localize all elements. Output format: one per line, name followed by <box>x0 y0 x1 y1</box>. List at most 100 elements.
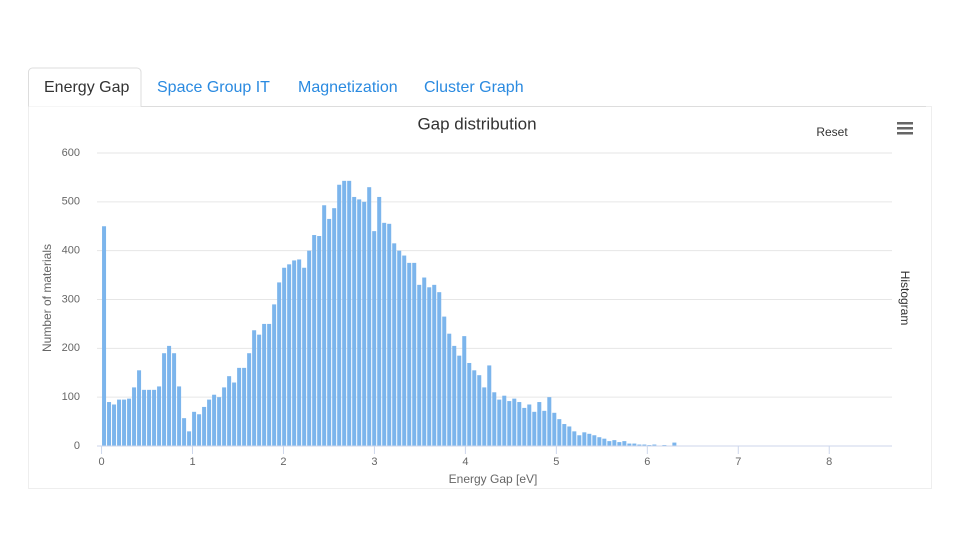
bar <box>327 219 331 446</box>
bar <box>477 375 481 446</box>
bar <box>367 187 371 446</box>
bar <box>127 399 131 446</box>
bar <box>582 432 586 446</box>
bar <box>182 418 186 446</box>
bar <box>412 263 416 446</box>
bar <box>592 435 596 446</box>
y-tick-label: 400 <box>62 245 80 257</box>
bar <box>497 400 501 446</box>
bar <box>297 259 301 446</box>
y-axis-label: Number of materials <box>40 244 54 352</box>
menu-bar <box>897 122 913 125</box>
bar <box>192 412 196 446</box>
x-tick-label: 6 <box>644 456 650 468</box>
x-tick-label: 7 <box>735 456 741 468</box>
bar <box>157 386 161 446</box>
bar <box>222 387 226 446</box>
bar <box>202 407 206 446</box>
bar <box>107 402 111 446</box>
bar <box>317 236 321 446</box>
bar <box>257 335 261 446</box>
x-tick-label: 5 <box>553 456 559 468</box>
bar <box>212 395 216 446</box>
menu-bar <box>897 127 913 130</box>
bar <box>267 324 271 446</box>
x-tick-label: 8 <box>826 456 832 468</box>
tab[interactable]: Space Group IT <box>157 79 270 96</box>
bar <box>262 324 266 446</box>
bar <box>277 282 281 446</box>
bar <box>337 185 341 446</box>
bar <box>507 401 511 446</box>
bar <box>312 235 316 446</box>
bar <box>502 396 506 446</box>
bar <box>402 256 406 446</box>
bar <box>487 365 491 446</box>
bar <box>217 397 221 446</box>
bar <box>577 435 581 446</box>
tab[interactable]: Cluster Graph <box>424 79 524 96</box>
bar <box>112 404 116 446</box>
bar <box>522 408 526 446</box>
bar <box>572 431 576 446</box>
bar <box>452 346 456 446</box>
bar <box>447 334 451 446</box>
bar <box>332 208 336 446</box>
menu-bar <box>897 132 913 135</box>
bar <box>162 353 166 446</box>
bar <box>467 363 471 446</box>
bar <box>152 390 156 446</box>
bar <box>132 387 136 446</box>
bar <box>587 434 591 446</box>
x-tick-label: 4 <box>462 456 468 468</box>
bar <box>177 386 181 446</box>
chart-title: Gap distribution <box>417 114 536 133</box>
bar <box>617 442 621 446</box>
x-tick-label: 2 <box>280 456 286 468</box>
bar <box>567 426 571 446</box>
bar <box>432 285 436 446</box>
menu-button[interactable] <box>897 122 913 135</box>
bar <box>142 390 146 446</box>
bar <box>167 346 171 446</box>
bar <box>482 387 486 446</box>
bar <box>237 368 241 446</box>
bar <box>407 263 411 446</box>
bar <box>172 353 176 446</box>
tab[interactable]: Magnetization <box>298 79 398 96</box>
bar <box>392 243 396 446</box>
bar <box>242 368 246 446</box>
bar <box>537 402 541 446</box>
bar <box>422 278 426 446</box>
bar <box>227 376 231 446</box>
x-tick-label: 3 <box>371 456 377 468</box>
y-tick-label: 0 <box>74 440 80 452</box>
bar <box>457 356 461 446</box>
bar <box>532 412 536 446</box>
y-tick-label: 100 <box>62 391 80 403</box>
bar <box>187 431 191 446</box>
bar <box>292 260 296 446</box>
bar <box>442 317 446 446</box>
reset-button[interactable]: Reset <box>816 125 848 139</box>
bar <box>137 370 141 446</box>
tab[interactable]: Energy Gap <box>44 79 129 96</box>
bar <box>147 390 151 446</box>
bar <box>527 404 531 446</box>
legend-item[interactable]: Histogram <box>898 271 912 326</box>
bar <box>542 411 546 446</box>
y-tick-label: 200 <box>62 342 80 354</box>
bar <box>272 304 276 446</box>
bar <box>602 439 606 446</box>
bar <box>472 370 476 446</box>
bar <box>122 400 126 446</box>
bar <box>612 440 616 446</box>
y-tick-label: 600 <box>62 147 80 159</box>
bar <box>517 402 521 446</box>
bar <box>342 181 346 446</box>
bar <box>252 330 256 446</box>
bar <box>372 231 376 446</box>
bar <box>397 251 401 446</box>
